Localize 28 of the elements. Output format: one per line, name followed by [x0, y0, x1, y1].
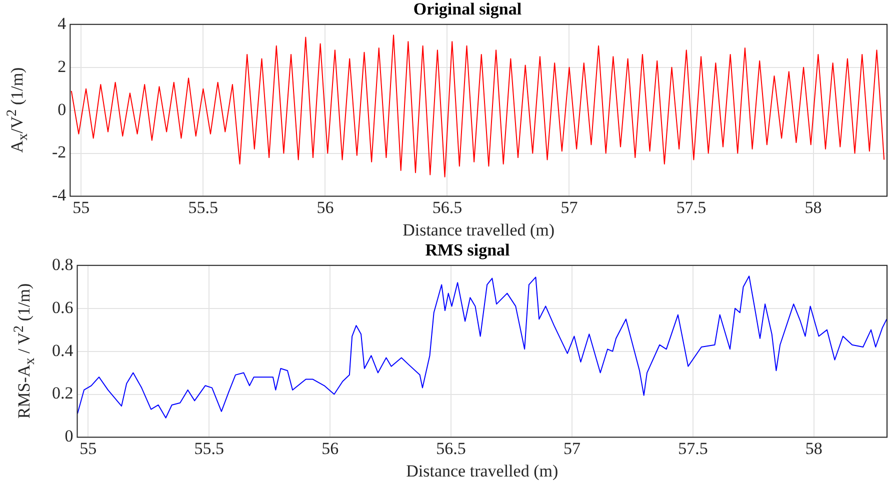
y-tick-label: -2	[52, 142, 66, 162]
x-tick-label: 55	[80, 438, 97, 458]
x-tick-label: 55.5	[188, 198, 218, 217]
x-tick-label: 56.5	[436, 438, 466, 458]
x-axis-title: Distance travelled (m)	[402, 220, 555, 240]
x-tick-label: 55	[72, 198, 90, 217]
x-tick-label: 55.5	[194, 438, 224, 458]
x-tick-label: 56	[322, 438, 339, 458]
chart-title: Original signal	[413, 0, 522, 19]
y-tick-label: 2	[58, 56, 66, 76]
chart-title: RMS signal	[425, 240, 510, 260]
y-tick-label: 4	[58, 14, 67, 33]
x-tick-label: 56	[316, 198, 334, 217]
x-axis-title: Distance travelled (m)	[406, 461, 558, 480]
y-tick-label: 0	[64, 426, 74, 446]
x-tick-label: 57	[564, 438, 582, 458]
x-tick-label: 57.5	[676, 198, 706, 217]
y-tick-label: 0.6	[52, 298, 74, 317]
y-tick-label: -4	[52, 186, 67, 205]
x-tick-label: 57	[560, 198, 578, 217]
y-tick-label: 0.8	[52, 254, 74, 274]
y-tick-label: 0	[58, 100, 66, 119]
x-tick-label: 57.5	[678, 438, 708, 458]
x-tick-label: 56.5	[432, 198, 462, 217]
y-tick-label: 0.4	[52, 340, 74, 360]
x-tick-label: 58	[804, 198, 822, 217]
y-tick-label: 0.2	[52, 384, 74, 403]
x-tick-label: 58	[805, 438, 822, 458]
